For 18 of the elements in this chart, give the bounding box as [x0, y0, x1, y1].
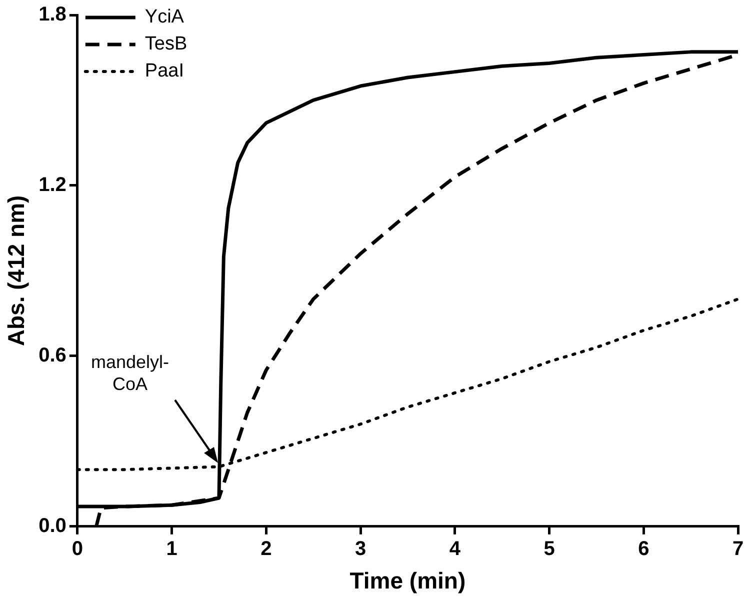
x-tick-label: 1 — [166, 538, 178, 560]
x-tick-label: 7 — [732, 538, 744, 560]
x-tick-label: 5 — [544, 538, 555, 560]
x-tick-label: 4 — [449, 538, 462, 560]
x-tick-label: 0 — [72, 538, 83, 560]
x-axis-title: Time (min) — [350, 568, 466, 594]
x-tick-label: 2 — [260, 538, 272, 560]
y-tick-label: 1.2 — [38, 174, 66, 196]
legend-label: TesB — [144, 34, 188, 55]
x-tick-label: 6 — [638, 538, 650, 560]
legend-label: PaaI — [144, 60, 184, 82]
legend-label: YciA — [144, 6, 184, 28]
y-tick-label: 1.8 — [38, 4, 66, 26]
y-axis-title: Abs. (412 nm) — [3, 195, 30, 346]
y-tick-label: 0.0 — [38, 514, 66, 537]
annotation: mandelyl- CoA — [90, 352, 170, 394]
x-tick-label: 3 — [354, 538, 366, 560]
y-tick-label: 0.6 — [38, 344, 66, 366]
